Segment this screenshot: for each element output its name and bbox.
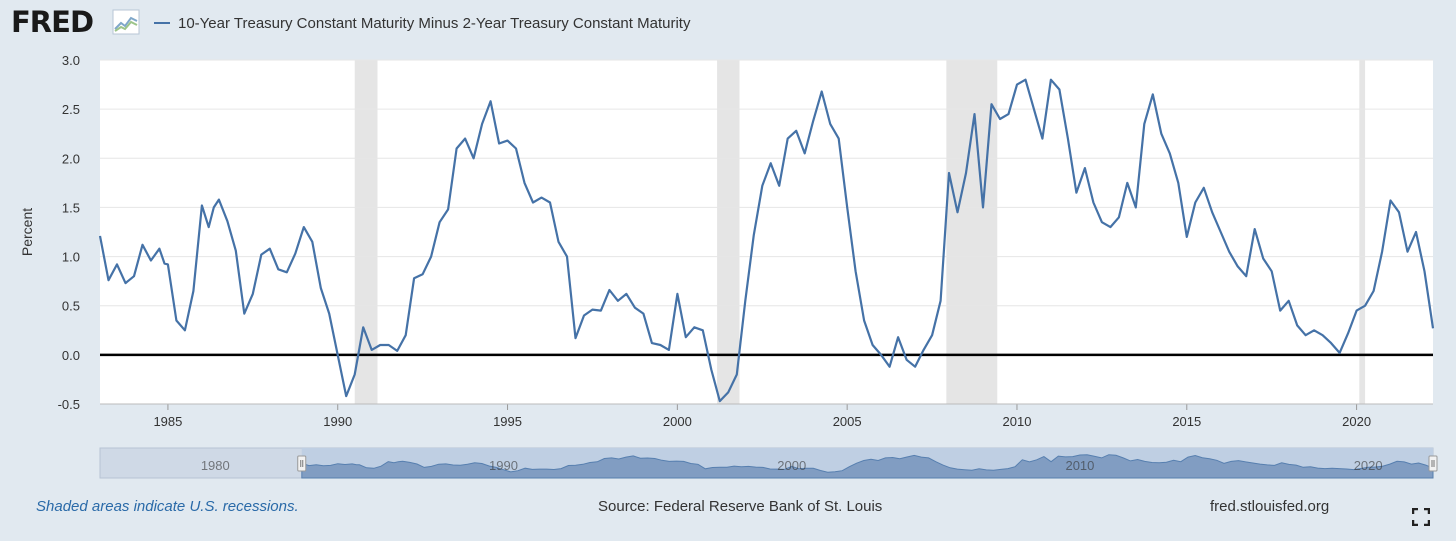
x-tick-label: 2020 [1342, 414, 1371, 429]
y-tick-label: 0.5 [62, 299, 80, 314]
x-tick-label: 2005 [833, 414, 862, 429]
navigator-tick-label: 2010 [1065, 458, 1094, 473]
x-tick-label: 1995 [493, 414, 522, 429]
handle-body [297, 455, 307, 472]
y-axis-title: Percent [19, 208, 35, 256]
navigator-tick-label: 1980 [201, 458, 230, 473]
line-chart[interactable]: Percent 3.0 2.5 2.0 1.5 1.0 0.5 0.0 -0.5 1985 199… [0, 48, 1456, 484]
navigator-handle-right[interactable] [1428, 455, 1438, 472]
navigator-tick-label: 2020 [1354, 458, 1383, 473]
x-tick-label: 2010 [1003, 414, 1032, 429]
fred-logo[interactable]: FRED [11, 5, 94, 39]
recession-note: Shaded areas indicate U.S. recessions. [36, 498, 299, 515]
x-tick-label: 2000 [663, 414, 692, 429]
navigator-handle-left[interactable] [297, 455, 307, 472]
line-graph-icon [112, 9, 140, 35]
site-link[interactable]: fred.stlouisfed.org [1210, 498, 1330, 515]
handle-body [1428, 455, 1438, 472]
y-tick-label: 3.0 [62, 53, 80, 68]
plot-area: 3.0 2.5 2.0 1.5 1.0 0.5 0.0 -0.5 1985 1990 1995 200… [58, 53, 1435, 429]
y-tick-label: 0.0 [62, 348, 80, 363]
series-line [98, 78, 1435, 403]
y-tick-label: 1.5 [62, 200, 80, 215]
legend-label: 10-Year Treasury Constant Maturity Minus… [178, 14, 691, 32]
recession-band [1359, 60, 1366, 404]
x-tick-label: 2015 [1172, 414, 1201, 429]
legend[interactable]: 10-Year Treasury Constant Maturity Minus… [154, 12, 690, 34]
y-tick-label: 2.5 [62, 102, 80, 117]
source-text: Source: Federal Reserve Bank of St. Loui… [598, 498, 883, 515]
navigator[interactable]: 1980 1990 2000 2010 2020 [99, 447, 1438, 479]
navigator-tick-label: 2000 [777, 458, 806, 473]
chart-header: FRED 10-Year Treasury Constant Maturity … [0, 0, 1456, 48]
x-tick-label: 1985 [153, 414, 182, 429]
navigator-series [301, 454, 1434, 479]
x-tick-label: 1990 [323, 414, 352, 429]
navigator-tick-label: 1990 [489, 458, 518, 473]
y-tick-label: 1.0 [62, 250, 80, 265]
recession-band [946, 60, 998, 404]
legend-swatch [154, 22, 170, 24]
y-tick-label: 2.0 [62, 151, 80, 166]
recession-band [717, 60, 740, 404]
y-tick-label: -0.5 [58, 397, 80, 412]
fullscreen-icon[interactable] [1412, 508, 1430, 526]
plot-background [100, 60, 1433, 404]
recession-band [354, 60, 378, 404]
